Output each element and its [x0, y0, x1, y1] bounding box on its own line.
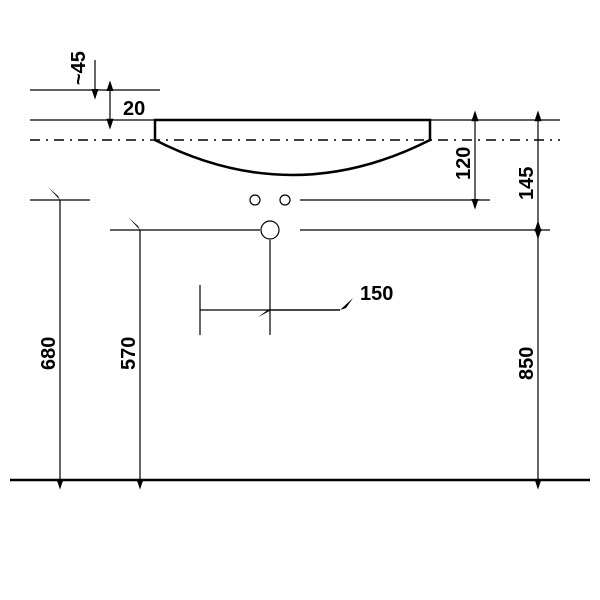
dim-145-label: 145 — [516, 167, 538, 200]
hole-small-2 — [280, 195, 290, 205]
dim-150: 150 — [200, 240, 393, 335]
dim-120-label: 120 — [453, 147, 475, 180]
dim-850: 850 — [516, 230, 538, 480]
dim-680: 680 — [30, 187, 90, 480]
hole-drain — [261, 221, 279, 239]
basin-profile — [155, 120, 430, 175]
dim-850-label: 850 — [516, 347, 538, 380]
dim-45-label: ~45 — [68, 51, 90, 85]
dim-680-label: 680 — [38, 337, 60, 370]
dim-150-label: 150 — [360, 283, 393, 305]
dim-block-top-left: ~45 20 — [30, 51, 160, 120]
dim-570: 570 — [110, 217, 260, 480]
hole-small-1 — [250, 195, 260, 205]
dim-570-label: 570 — [118, 337, 140, 370]
dim-20-label: 20 — [123, 98, 145, 120]
